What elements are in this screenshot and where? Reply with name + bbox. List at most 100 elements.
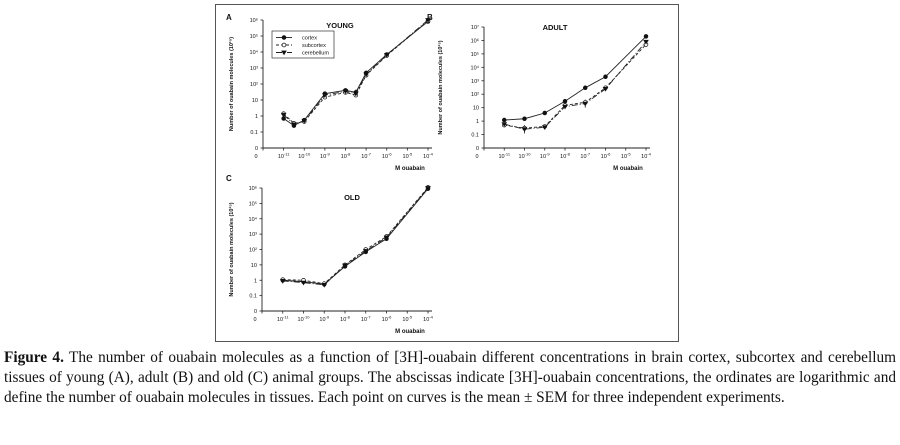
panel-a-y-tick-label: 10⁵ bbox=[250, 33, 258, 40]
panel-a-x-tick-label: 10-6 bbox=[382, 152, 392, 161]
panel-c-xlabel: M ouabain bbox=[395, 329, 425, 335]
panel-b-series-cortex-point bbox=[542, 110, 547, 116]
panel-b-series-cerebellum-point bbox=[562, 104, 568, 110]
panel-c-y-tick-label: 10² bbox=[249, 248, 257, 254]
panel-c-x-tick-label: 10-6 bbox=[382, 315, 392, 324]
panel-c-x-tick-label: 10-5 bbox=[402, 315, 412, 324]
legend-cerebellum-label: cerebellum bbox=[302, 51, 329, 57]
panel-c-series-cerebellum-point bbox=[321, 282, 328, 288]
panel-a-x-tick-label: 10-11 bbox=[278, 152, 290, 161]
panel-c-x-tick-label: 10-9 bbox=[319, 315, 329, 324]
panel-a-x-tick-label: 10-5 bbox=[403, 152, 413, 161]
panel-a-series-cerebellum-point bbox=[291, 122, 297, 128]
panel-b-ylabel: Number of ouabain molecules (10¹⁵) bbox=[437, 40, 444, 134]
panel-b-x-tick-label: 10-10 bbox=[519, 152, 532, 161]
panel-c-series-cerebellum-point bbox=[300, 280, 307, 286]
panel-b-y-tick-label: 10⁵ bbox=[471, 51, 479, 58]
panel-a-y-tick-label: 10³ bbox=[250, 66, 258, 72]
panel-a-series-cerebellum-point bbox=[301, 118, 308, 124]
panel-b-x-tick-label: 10-8 bbox=[560, 152, 570, 161]
panel-b-x-tick-label: 10-6 bbox=[601, 152, 611, 161]
caption-label: Figure 4. bbox=[4, 349, 64, 366]
panel-a-x-tick-label: 10-8 bbox=[341, 152, 351, 161]
panel-c-y-tick-label: 0 bbox=[254, 309, 257, 315]
legend-subcortex-marker bbox=[281, 42, 287, 48]
panel-c-series-cortex-line bbox=[282, 188, 429, 285]
panel-a-x-tick-label: 10-7 bbox=[361, 152, 371, 161]
panel-a-y-tick-label: 1 bbox=[255, 114, 258, 120]
panel-b-xlabel: M ouabain bbox=[613, 166, 643, 172]
panel-c-x-tick-label: 10-7 bbox=[361, 315, 371, 324]
panel-b-y-tick-label: 1 bbox=[476, 119, 479, 125]
panel-c-y-tick-label: 10⁵ bbox=[249, 200, 257, 207]
panel-c-y-tick-label: 1 bbox=[254, 278, 257, 284]
panel-b-series-cerebellum-point bbox=[582, 101, 589, 107]
panel-b-y-tick-label: 10⁴ bbox=[471, 64, 480, 71]
panel-b-series-cerebellum-point bbox=[602, 86, 609, 92]
panel-a-series-cerebellum-point bbox=[280, 112, 287, 118]
panel-c-x-tick-label: 10-8 bbox=[340, 315, 350, 324]
legend-subcortex-label: subcortex bbox=[302, 43, 326, 49]
panel-b-series-cerebellum-line bbox=[504, 41, 647, 130]
panel-a-series-cerebellum-point bbox=[342, 89, 349, 95]
panel-b-letter: B bbox=[427, 13, 433, 22]
panel-b-series-cerebellum-point bbox=[501, 122, 508, 127]
panel-a-series-cerebellum-point bbox=[322, 93, 328, 98]
panel-a-y-tick-label: 10 bbox=[252, 98, 258, 104]
panel-a-x-tick-label: 10-9 bbox=[320, 152, 330, 161]
panel-a-title: YOUNG bbox=[326, 21, 354, 30]
panel-b-series-cortex-point bbox=[582, 85, 588, 91]
panel-a-series-cerebellum-point bbox=[425, 18, 431, 23]
panel-b-series-cortex-point bbox=[502, 117, 507, 123]
panel-b-series-cerebellum-point bbox=[643, 39, 649, 45]
panel-b-series-cortex-point bbox=[522, 116, 527, 121]
panel-a-series-cerebellum-point bbox=[352, 91, 359, 97]
panel-c-series-cerebellum-point bbox=[362, 249, 369, 254]
panel-b-x-tick-label: 10-7 bbox=[580, 152, 590, 161]
panel-b-series-cerebellum-point bbox=[541, 125, 548, 131]
panel-a-series-cerebellum-point bbox=[383, 53, 390, 58]
panel-b-y-tick-label: 10⁶ bbox=[471, 37, 479, 44]
panel-b-y-tick-label: 0.1 bbox=[471, 133, 479, 139]
panel-b-series-cortex-point bbox=[603, 74, 608, 79]
figure-caption: Figure 4. The number of ouabain molecule… bbox=[4, 348, 896, 408]
panel-c-x-tick-label: 10-4 bbox=[423, 315, 433, 324]
panel-b-y-tick-label: 10 bbox=[473, 106, 479, 112]
panel-c-group bbox=[259, 185, 432, 314]
panel-a-y-tick-label: 10⁴ bbox=[250, 49, 259, 56]
panel-a-letter: A bbox=[226, 13, 232, 22]
panel-c-series-cerebellum-point bbox=[425, 186, 431, 191]
panel-a-series-cerebellum-point bbox=[363, 72, 369, 78]
panel-b-group bbox=[481, 26, 650, 151]
panel-a-xlabel: M ouabain bbox=[395, 166, 425, 172]
panel-a-y-tick-label: 10² bbox=[250, 82, 258, 88]
panel-a-y-tick-label: 0 bbox=[255, 146, 258, 152]
panel-c-ylabel: Number of ouabain molecules (10¹⁵) bbox=[228, 202, 235, 296]
panel-b-x-tick-label: 10-5 bbox=[621, 152, 631, 161]
panel-a-x-tick-label: 10-10 bbox=[298, 152, 311, 161]
panel-c-y-tick-label: 10 bbox=[251, 263, 257, 269]
panel-c-series-cerebellum-point bbox=[279, 279, 286, 284]
panel-c-x-tick-label: 10-10 bbox=[298, 315, 311, 324]
panel-a-y-tick-label: 10⁶ bbox=[250, 17, 258, 24]
legend-cortex-label: cortex bbox=[302, 36, 317, 42]
panel-c-series-cerebellum-line bbox=[282, 187, 429, 286]
panel-c-x-tick-label: 10-11 bbox=[277, 315, 289, 324]
panel-b-x-tick-label: 10-11 bbox=[498, 152, 510, 161]
panel-a-y-tick-label: 0.1 bbox=[250, 130, 258, 136]
caption-text: The number of ouabain molecules as a fun… bbox=[4, 349, 896, 406]
panel-c-series-cerebellum-point bbox=[342, 263, 348, 269]
panel-c-y-tick-label: 10³ bbox=[249, 232, 257, 238]
panel-b-title: ADULT bbox=[543, 23, 568, 32]
panel-a-ylabel: Number of ouabain molecules (10¹⁵) bbox=[228, 37, 235, 131]
panel-b-series-cortex-line bbox=[504, 36, 647, 121]
legend-cortex-marker bbox=[281, 35, 287, 40]
panel-b-series-cortex-point bbox=[562, 99, 568, 104]
panel-a-x-tick-label: 0 bbox=[254, 154, 257, 160]
panel-c-letter: C bbox=[226, 174, 232, 183]
legend-box bbox=[271, 30, 335, 59]
panel-b-series-cerebellum-point bbox=[521, 127, 528, 132]
panel-c-series-cerebellum-point bbox=[383, 235, 390, 241]
